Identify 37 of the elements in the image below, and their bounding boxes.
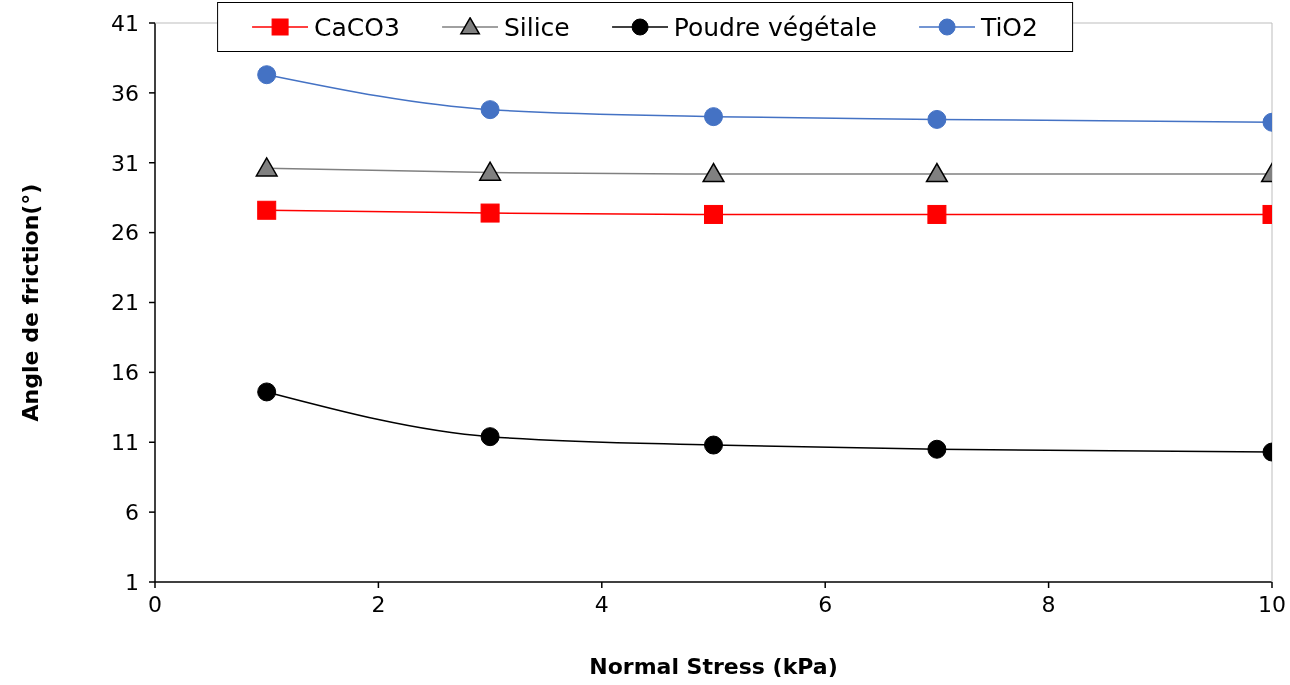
y-tick-label: 16 xyxy=(111,360,139,386)
point xyxy=(704,204,723,224)
x-tick-label: 2 xyxy=(371,591,386,617)
point xyxy=(704,107,723,127)
point xyxy=(255,157,278,177)
legend-label: Poudre végétale xyxy=(673,12,877,42)
x-axis-title: Normal Stress (kPa) xyxy=(589,654,838,679)
point xyxy=(480,203,500,223)
y-tick-label: 31 xyxy=(111,150,139,176)
point xyxy=(704,435,723,455)
x-tick-label: 4 xyxy=(594,591,609,617)
x-tick-label: 6 xyxy=(818,591,833,617)
y-tick-label: 36 xyxy=(111,80,139,106)
point xyxy=(927,109,947,129)
y-tick-label: 21 xyxy=(111,290,139,316)
x-tick-label: 8 xyxy=(1041,591,1056,617)
point xyxy=(479,161,502,181)
point xyxy=(480,427,500,447)
point xyxy=(927,439,947,459)
legend-label: TiO2 xyxy=(980,12,1038,42)
point xyxy=(925,162,948,183)
point xyxy=(257,382,277,402)
legend-label: CaCO3 xyxy=(314,12,400,42)
legend-label: Silice xyxy=(503,12,570,42)
y-tick-label: 26 xyxy=(111,220,139,246)
y-tick-label: 11 xyxy=(111,430,139,456)
x-tick-label: 10 xyxy=(1258,591,1286,617)
y-axis-title: Angle de friction(°) xyxy=(18,183,43,422)
point xyxy=(927,204,947,224)
point xyxy=(257,200,277,220)
y-tick-label: 1 xyxy=(125,569,139,595)
point xyxy=(480,100,500,120)
y-tick-label: 6 xyxy=(125,499,139,525)
point xyxy=(257,65,277,85)
x-tick-label: 0 xyxy=(148,591,162,617)
y-tick-label: 41 xyxy=(111,10,139,36)
point xyxy=(702,162,725,183)
